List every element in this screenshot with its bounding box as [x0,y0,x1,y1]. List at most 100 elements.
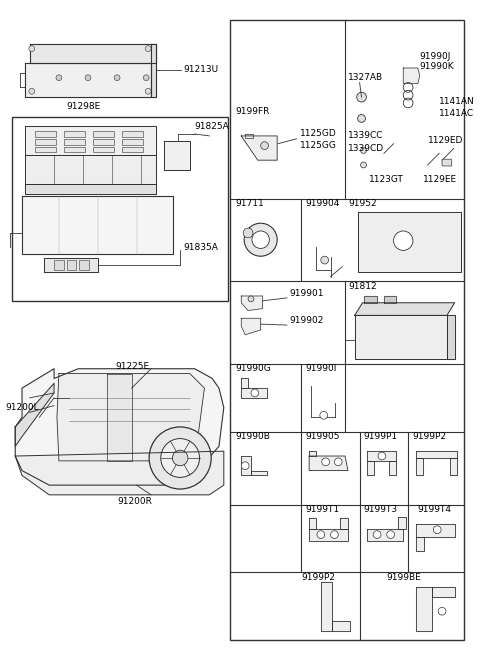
Circle shape [321,256,329,264]
Text: 919905: 919905 [305,432,340,441]
Text: 91835A: 91835A [183,243,218,252]
Bar [122,147,144,153]
Bar [93,131,114,137]
Circle shape [360,147,366,153]
Bar [122,131,144,137]
Text: 9199FR: 9199FR [236,107,270,116]
Polygon shape [241,388,267,398]
Circle shape [29,46,35,52]
Text: 91711: 91711 [236,199,264,208]
Polygon shape [25,126,156,155]
FancyBboxPatch shape [442,159,452,166]
Bar [54,260,64,270]
Polygon shape [30,44,156,63]
Text: 1327AB: 1327AB [348,73,383,83]
Polygon shape [108,373,132,461]
Polygon shape [309,529,348,542]
Text: 919902: 919902 [290,316,324,325]
Polygon shape [25,155,156,185]
Circle shape [317,531,324,538]
Text: 1125GG: 1125GG [300,141,336,150]
Polygon shape [57,373,204,461]
Circle shape [394,231,413,250]
Polygon shape [450,458,456,476]
Bar [229,20,464,641]
Text: 1123GT: 1123GT [369,175,404,184]
Bar [35,131,56,137]
Text: 91990B: 91990B [236,432,270,441]
Polygon shape [432,587,455,597]
Polygon shape [340,518,348,529]
Circle shape [244,223,277,256]
Text: 9199P2: 9199P2 [301,572,336,582]
Polygon shape [44,258,98,272]
Polygon shape [389,461,396,476]
Text: 91990J: 91990J [420,52,451,61]
Circle shape [145,46,151,52]
Circle shape [320,411,327,419]
Circle shape [56,75,62,81]
Polygon shape [241,296,263,310]
Polygon shape [447,315,455,359]
Text: 9199T4: 9199T4 [418,505,452,514]
Polygon shape [384,296,396,303]
Text: 9199T1: 9199T1 [305,505,339,514]
Bar [35,139,56,145]
Circle shape [438,607,446,615]
Polygon shape [251,470,267,476]
Polygon shape [416,587,432,631]
Polygon shape [309,451,316,456]
Circle shape [378,452,386,460]
Text: 91990K: 91990K [420,62,455,71]
Polygon shape [241,136,277,160]
Text: 1141AN: 1141AN [439,98,475,107]
Text: 91200L: 91200L [6,403,39,412]
Circle shape [248,296,254,302]
Circle shape [252,231,269,248]
Polygon shape [355,315,447,359]
Polygon shape [25,63,151,97]
Bar [122,139,144,145]
Circle shape [145,88,151,94]
Polygon shape [416,458,423,476]
Polygon shape [367,461,374,476]
Text: 91825A: 91825A [195,122,229,131]
Circle shape [172,450,188,466]
Bar [64,139,85,145]
Bar [79,260,89,270]
Bar [67,260,76,270]
Text: 9199BE: 9199BE [387,572,421,582]
Text: 919904: 919904 [305,199,340,208]
Polygon shape [355,303,455,315]
Polygon shape [364,296,377,303]
Circle shape [251,389,259,397]
Text: 91298E: 91298E [66,102,100,111]
Text: 9199P1: 9199P1 [363,432,397,441]
Text: 1141AC: 1141AC [439,109,474,118]
Circle shape [161,439,200,477]
Polygon shape [15,383,54,446]
Polygon shape [164,141,190,170]
Text: 1129EE: 1129EE [423,175,457,184]
Text: 9199T3: 9199T3 [363,505,397,514]
Polygon shape [398,517,406,529]
Polygon shape [241,318,261,335]
Circle shape [149,427,211,489]
Polygon shape [22,196,173,254]
Circle shape [373,531,381,538]
Polygon shape [416,451,456,458]
Circle shape [358,115,365,122]
Polygon shape [333,621,350,631]
Polygon shape [358,212,461,272]
Polygon shape [367,451,396,461]
Polygon shape [25,185,156,194]
Circle shape [261,141,268,149]
Bar [64,147,85,153]
Circle shape [335,458,342,466]
Circle shape [331,531,338,538]
Polygon shape [416,524,455,536]
Bar [93,139,114,145]
Polygon shape [245,134,253,138]
Polygon shape [309,456,348,470]
Text: 91990I: 91990I [305,364,336,373]
